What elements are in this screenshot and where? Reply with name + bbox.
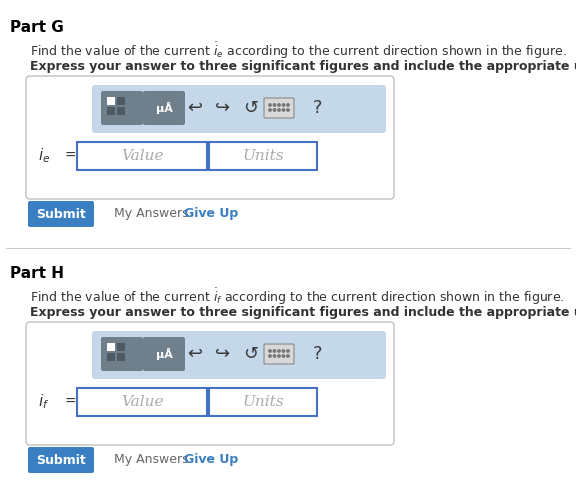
Circle shape <box>282 109 285 111</box>
Circle shape <box>287 350 289 352</box>
Text: ↪: ↪ <box>215 99 230 117</box>
Text: Give Up: Give Up <box>184 454 238 466</box>
Circle shape <box>278 104 280 106</box>
Text: Submit: Submit <box>36 208 86 220</box>
Circle shape <box>282 355 285 357</box>
FancyBboxPatch shape <box>143 91 185 125</box>
Circle shape <box>278 355 280 357</box>
Text: Find the value of the current $\mathit{\dot{i}}_{f}$ according to the current di: Find the value of the current $\mathit{\… <box>30 286 564 306</box>
Circle shape <box>287 109 289 111</box>
FancyBboxPatch shape <box>26 322 394 445</box>
Bar <box>209 142 317 170</box>
Text: Express your answer to three significant figures and include the appropriate uni: Express your answer to three significant… <box>30 60 576 73</box>
Text: ↩: ↩ <box>187 345 203 363</box>
Text: =: = <box>65 395 77 409</box>
Text: Express your answer to three significant figures and include the appropriate uni: Express your answer to three significant… <box>30 306 576 319</box>
Bar <box>117 343 125 351</box>
Text: $\mathit{i}_{f}$: $\mathit{i}_{f}$ <box>38 393 50 411</box>
Bar <box>117 97 125 105</box>
Circle shape <box>273 350 276 352</box>
Text: ↪: ↪ <box>215 345 230 363</box>
Text: μÅ: μÅ <box>156 102 172 114</box>
Bar <box>107 107 115 115</box>
FancyBboxPatch shape <box>28 201 94 227</box>
FancyBboxPatch shape <box>101 337 143 371</box>
Text: ?: ? <box>312 345 322 363</box>
Text: Units: Units <box>242 395 284 409</box>
FancyBboxPatch shape <box>264 344 294 364</box>
FancyBboxPatch shape <box>143 337 185 371</box>
Bar <box>77 388 207 416</box>
Text: ↺: ↺ <box>244 99 259 117</box>
Text: My Answers: My Answers <box>114 454 188 466</box>
Circle shape <box>269 355 271 357</box>
FancyBboxPatch shape <box>92 331 386 379</box>
Circle shape <box>278 350 280 352</box>
Text: ↩: ↩ <box>187 99 203 117</box>
Text: Part H: Part H <box>10 266 64 281</box>
Text: ↺: ↺ <box>244 345 259 363</box>
Bar <box>117 353 125 361</box>
Circle shape <box>287 104 289 106</box>
Text: Units: Units <box>242 149 284 163</box>
Circle shape <box>273 109 276 111</box>
Text: Find the value of the current $\mathit{\dot{i}}_{e}$ according to the current di: Find the value of the current $\mathit{\… <box>30 40 567 60</box>
FancyBboxPatch shape <box>101 91 143 125</box>
FancyBboxPatch shape <box>92 85 386 133</box>
FancyBboxPatch shape <box>26 76 394 199</box>
Text: My Answers: My Answers <box>114 208 188 220</box>
FancyBboxPatch shape <box>264 98 294 118</box>
FancyBboxPatch shape <box>28 447 94 473</box>
Bar <box>117 107 125 115</box>
Bar <box>77 142 207 170</box>
Text: =: = <box>65 149 77 163</box>
Text: Value: Value <box>121 395 163 409</box>
Circle shape <box>273 104 276 106</box>
Circle shape <box>273 355 276 357</box>
Bar <box>107 97 115 105</box>
Circle shape <box>282 104 285 106</box>
Circle shape <box>287 355 289 357</box>
Bar <box>209 388 317 416</box>
Text: Give Up: Give Up <box>184 208 238 220</box>
Bar <box>107 343 115 351</box>
Circle shape <box>269 109 271 111</box>
Text: ?: ? <box>312 99 322 117</box>
Text: Value: Value <box>121 149 163 163</box>
Circle shape <box>282 350 285 352</box>
Text: Part G: Part G <box>10 20 64 35</box>
Circle shape <box>278 109 280 111</box>
Text: $\mathit{i}_{e}$: $\mathit{i}_{e}$ <box>38 147 50 165</box>
Text: Submit: Submit <box>36 454 86 466</box>
Circle shape <box>269 350 271 352</box>
Bar <box>107 353 115 361</box>
Text: μÅ: μÅ <box>156 348 172 360</box>
Circle shape <box>269 104 271 106</box>
